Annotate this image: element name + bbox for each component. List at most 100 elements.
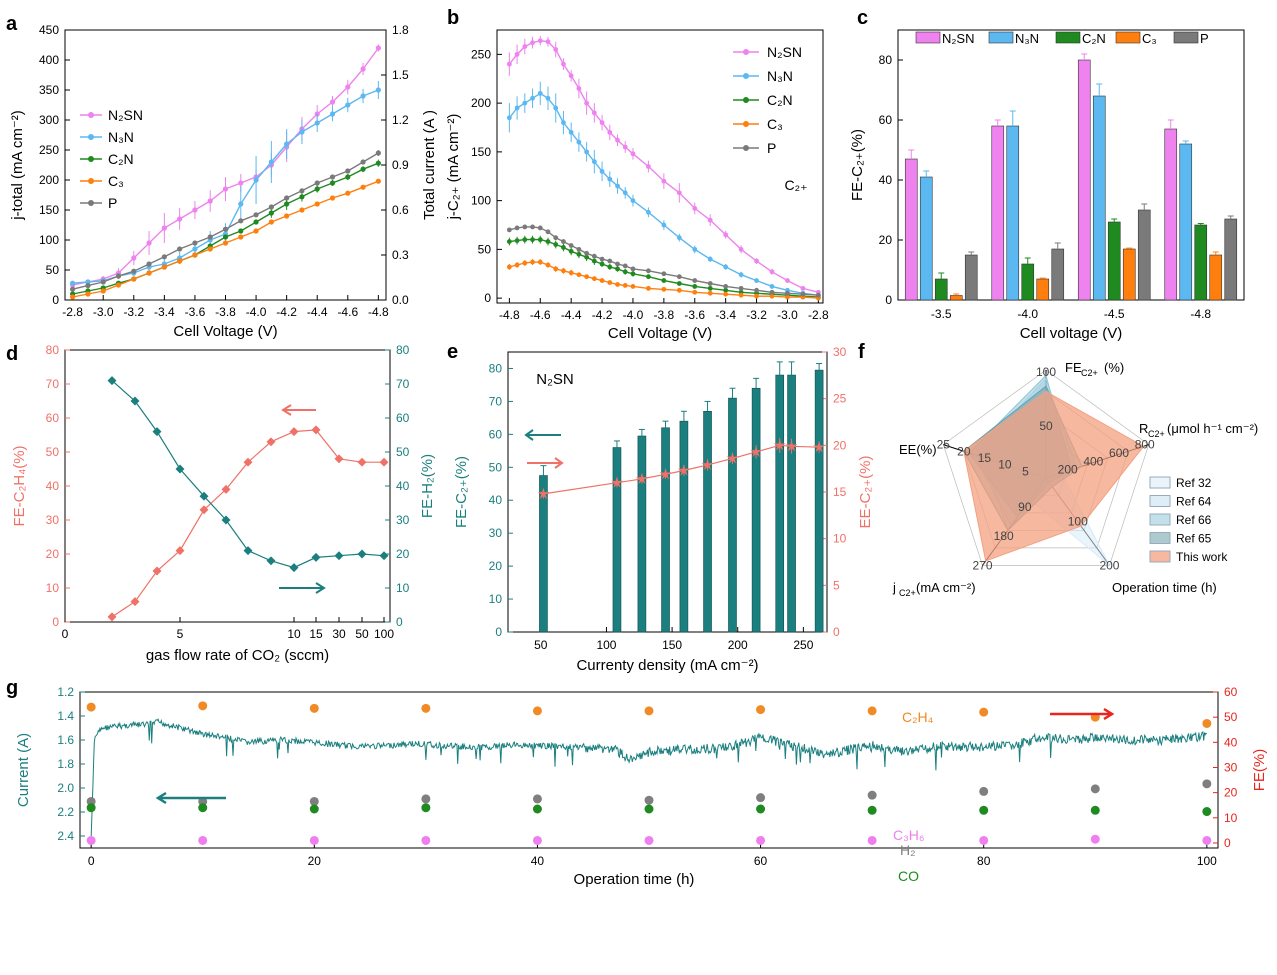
- panel-b-point: [584, 254, 590, 260]
- panel-f-axis-sub: C2+: [1148, 429, 1165, 439]
- panel-c-legend-swatch: [1173, 31, 1199, 44]
- panel-b-point: [576, 86, 582, 91]
- panel-f-tick-label: 10: [998, 458, 1012, 472]
- panel-a-point: [70, 294, 76, 300]
- panel-d-point: [266, 437, 276, 447]
- panel-b-point: [630, 151, 636, 157]
- panel-g-xlabel: Operation time (h): [574, 871, 695, 888]
- panel-e-y2tick-label: 0: [833, 625, 840, 639]
- panel-b-point: [785, 294, 790, 300]
- panel-g-arrow-right: [1050, 707, 1115, 721]
- panel-g-fe-point: [421, 703, 431, 713]
- panel-f-legend-swatch: [1149, 532, 1171, 544]
- panel-d-ylabel: FE-C₂H₄(%): [11, 445, 28, 526]
- panel-b-xtick-label: -4.8: [499, 308, 520, 322]
- panel-e-xtick-label: 250: [793, 638, 813, 652]
- panel-g-series-label: CO: [898, 868, 919, 884]
- panel-a-point: [345, 102, 351, 108]
- panel-f-tick-label: 400: [1083, 454, 1103, 468]
- panel-b-point: [607, 176, 613, 182]
- panel-a-y2tick-label: 1.2: [392, 113, 409, 127]
- panel-b-point: [584, 274, 590, 280]
- panel-a-point: [329, 195, 336, 201]
- panel-a-point: [115, 273, 122, 279]
- panel-a-legend-marker: [88, 112, 94, 118]
- panel-a-point: [222, 226, 229, 232]
- panel-d-y2tick-label: 0: [396, 615, 403, 629]
- panel-b-point: [622, 144, 628, 150]
- panel-c-bar-C2N: [1194, 224, 1208, 301]
- panel-a-ytick-label: 450: [39, 23, 59, 37]
- panel-d-ytick-label: 50: [46, 445, 60, 459]
- panel-b-point: [506, 227, 512, 233]
- panel-g-y2label: FE(%): [1251, 749, 1268, 792]
- panel-d-xtick-label: 10: [287, 627, 301, 641]
- panel-b-point: [607, 129, 613, 135]
- panel-c-bar-C2N: [1107, 221, 1121, 301]
- panel-b-point: [537, 38, 543, 44]
- panel-e-ee-point: [701, 458, 714, 470]
- panel-f-axis-label: Operation time (h): [1112, 580, 1217, 595]
- panel-a-ytick-label: 350: [39, 83, 59, 97]
- panel-b-point: [661, 278, 667, 283]
- panel-c-ytick-label: 80: [879, 53, 893, 67]
- panel-f-tick-label: 200: [1099, 558, 1119, 572]
- panel-e-ytick-label: 30: [489, 526, 503, 540]
- panel-b-ytick-label: 50: [478, 242, 492, 256]
- panel-g-fe-point: [309, 796, 319, 806]
- panel-f-tick-label: 800: [1135, 438, 1155, 452]
- panel-d-point: [152, 566, 162, 576]
- panel-e-ee-point: [611, 476, 623, 488]
- panel-f-legend-swatch: [1149, 476, 1171, 489]
- panel-e-bar: [539, 475, 548, 633]
- panel-b-point: [553, 235, 559, 241]
- panel-a-series-C3: [70, 178, 381, 300]
- panel-g-fe-point: [86, 702, 96, 712]
- panel-b-point: [646, 274, 651, 280]
- panel-c-legend-label: N₂SN: [942, 31, 975, 46]
- panel-a-point: [238, 228, 244, 234]
- panel-d-arrow-right: [279, 582, 326, 594]
- panel-c-legend-swatch: [1115, 31, 1141, 44]
- panel-b-point: [553, 47, 559, 52]
- panel-b-point: [537, 90, 543, 96]
- panel-e-bar: [728, 397, 737, 633]
- panel-b-point: [514, 51, 520, 57]
- panel-d-y2tick-label: 50: [396, 445, 410, 459]
- panel-b-point: [553, 242, 559, 247]
- panel-g-y2tick-label: 10: [1224, 811, 1238, 825]
- panel-c-bar-P: [1224, 218, 1238, 301]
- panel-f-tick-label: 600: [1109, 446, 1129, 460]
- panel-g-fe-point: [1202, 718, 1212, 728]
- panel-b-point: [522, 237, 528, 243]
- panel-e-ee-point: [726, 452, 739, 464]
- panel-e-ee-point: [677, 464, 690, 476]
- panel-b-ytick-label: 200: [471, 96, 491, 110]
- panel-a-xtick-label: -4.0: [246, 305, 267, 319]
- panel-g-fe-point: [532, 706, 542, 716]
- panel-a-xlabel: Cell Voltage (V): [173, 323, 277, 340]
- panel-b-point: [692, 278, 698, 283]
- panel-b-point: [661, 222, 667, 228]
- panel-b-point: [738, 292, 744, 298]
- panel-f-axis-sub: C2+: [1081, 368, 1098, 378]
- panel-a-point: [192, 246, 198, 252]
- panel-b-point: [622, 283, 628, 288]
- panel-b-point: [530, 224, 535, 230]
- panel-b-point: [723, 264, 729, 270]
- panel-d-point: [357, 457, 367, 467]
- panel-e-bar: [661, 427, 670, 633]
- panel-g-fe-point: [867, 706, 877, 716]
- panel-a-point: [238, 234, 244, 240]
- panel-label-b: b: [447, 7, 459, 29]
- panel-d-point: [379, 457, 389, 467]
- panel-b-point: [723, 232, 729, 238]
- panel-b-point: [769, 289, 775, 295]
- panel-d-ytick-label: 30: [46, 513, 60, 527]
- panel-b-point: [522, 44, 528, 49]
- panel-b-point: [591, 110, 597, 116]
- panel-a-series-P: [70, 150, 381, 292]
- panel-b-point: [568, 129, 574, 135]
- panel-g-fe-point: [1202, 835, 1212, 845]
- panel-a-point: [85, 283, 91, 289]
